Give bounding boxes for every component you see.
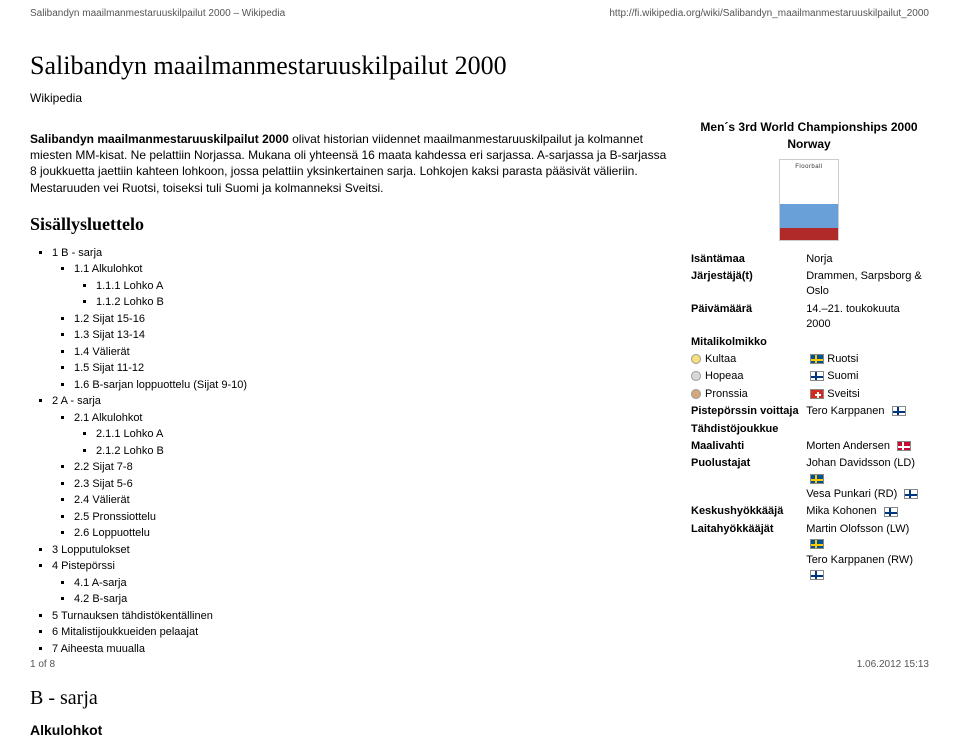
toc-item[interactable]: 2.1 Alkulohkot2.1.1 Lohko A2.1.2 Lohko B [74, 410, 669, 460]
footer-page: 1 of 8 [30, 659, 55, 670]
toc-item[interactable]: 2.3 Sijat 5-6 [74, 476, 669, 493]
def-label: Puolustajat [689, 455, 804, 503]
toc-item[interactable]: 1.6 B-sarjan loppuottelu (Sijat 9-10) [74, 377, 669, 394]
toc-sublist: 4.1 A-sarja4.2 B-sarja [52, 575, 669, 608]
flag-se-icon [810, 474, 824, 484]
toc-item[interactable]: 2.1.1 Lohko A [96, 426, 669, 443]
medals-head: Mitalikolmikko [689, 334, 929, 351]
footer-date: 1.06.2012 15:13 [857, 659, 929, 670]
toc-item[interactable]: 6 Mitalistijoukkueiden pelaajat [52, 624, 669, 641]
toc-item[interactable]: 4.2 B-sarja [74, 591, 669, 608]
date-label: Päivämäärä [689, 301, 804, 334]
toc-item[interactable]: 2.6 Loppuottelu [74, 525, 669, 542]
intro-paragraph: Salibandyn maailmanmestaruuskilpailut 20… [30, 131, 669, 196]
silver-medal-icon [691, 371, 701, 381]
def-value: Johan Davidsson (LD) Vesa Punkari (RD) [804, 455, 929, 503]
bronze-label: Pronssia [689, 386, 804, 403]
gold-value: Ruotsi [804, 351, 929, 368]
toc-item[interactable]: 1.2 Sijat 15-16 [74, 311, 669, 328]
page-title: Salibandyn maailmanmestaruuskilpailut 20… [30, 51, 929, 81]
infobox-image [779, 159, 839, 241]
flag-fi-icon [810, 570, 824, 580]
content-row: Salibandyn maailmanmestaruuskilpailut 20… [30, 119, 929, 657]
wf-label: Laitahyökkääjät [689, 521, 804, 585]
footer-bar: 1 of 8 1.06.2012 15:13 [30, 659, 929, 670]
flag-ch-icon [810, 389, 824, 399]
flag-dk-icon [897, 441, 911, 451]
infobox-title-line1: Men´s 3rd World Championships 2000 [700, 120, 917, 134]
toc-item[interactable]: 2 A - sarja2.1 Alkulohkot2.1.1 Lohko A2.… [52, 393, 669, 542]
toc-item[interactable]: 2.5 Pronssiottelu [74, 509, 669, 526]
infobox-title: Men´s 3rd World Championships 2000 Norwa… [689, 119, 929, 153]
toc-item[interactable]: 3 Lopputulokset [52, 542, 669, 559]
silver-label: Hopeaa [689, 368, 804, 385]
gk-value: Morten Andersen [804, 438, 929, 455]
header-url: http://fi.wikipedia.org/wiki/Salibandyn_… [609, 8, 929, 19]
toc-item[interactable]: 7 Aiheesta muualla [52, 641, 669, 658]
silver-value: Suomi [804, 368, 929, 385]
toc-item[interactable]: 2.4 Välierät [74, 492, 669, 509]
bronze-medal-icon [691, 389, 701, 399]
flag-fi-icon [904, 489, 918, 499]
org-label: Järjestäjä(t) [689, 268, 804, 301]
toc-list: 1 B - sarja1.1 Alkulohkot1.1.1 Lohko A1.… [30, 245, 669, 658]
page-root: Salibandyn maailmanmestaruuskilpailut 20… [0, 0, 959, 676]
gk-label: Maalivahti [689, 438, 804, 455]
toc-sublist: 1.1.1 Lohko A1.1.2 Lohko B [74, 278, 669, 311]
source-label: Wikipedia [30, 91, 929, 105]
infobox-title-line2: Norway [787, 137, 830, 151]
date-value: 14.–21. toukokuuta 2000 [804, 301, 929, 334]
content-left: Salibandyn maailmanmestaruuskilpailut 20… [30, 119, 689, 657]
org-value: Drammen, Sarpsborg & Oslo [804, 268, 929, 301]
infobox-table: Isäntämaa Norja Järjestäjä(t) Drammen, S… [689, 251, 929, 585]
toc-sublist: 2.1 Alkulohkot2.1.1 Lohko A2.1.2 Lohko B… [52, 410, 669, 542]
header-left: Salibandyn maailmanmestaruuskilpailut 20… [30, 8, 285, 19]
gold-medal-icon [691, 354, 701, 364]
toc-item[interactable]: 1.3 Sijat 13-14 [74, 327, 669, 344]
toc-item[interactable]: 2.1.2 Lohko B [96, 443, 669, 460]
intro-bold: Salibandyn maailmanmestaruuskilpailut 20… [30, 132, 289, 146]
subsection-alkulohkot: Alkulohkot [30, 722, 929, 738]
cf-value: Mika Kohonen [804, 503, 929, 520]
scorer-label: Pistepörssin voittaja [689, 403, 804, 420]
host-value: Norja [804, 251, 929, 268]
toc-item[interactable]: 4 Pistepörssi4.1 A-sarja4.2 B-sarja [52, 558, 669, 608]
header-bar: Salibandyn maailmanmestaruuskilpailut 20… [30, 8, 929, 23]
flag-se-icon [810, 539, 824, 549]
scorer-value: Tero Karppanen [804, 403, 929, 420]
toc-item[interactable]: 1.5 Sijat 11-12 [74, 360, 669, 377]
toc-item[interactable]: 2.2 Sijat 7-8 [74, 459, 669, 476]
toc-item[interactable]: 5 Turnauksen tähdistökentällinen [52, 608, 669, 625]
toc-item[interactable]: 1.1.1 Lohko A [96, 278, 669, 295]
flag-fi-icon [884, 507, 898, 517]
toc-sublist: 2.1.1 Lohko A2.1.2 Lohko B [74, 426, 669, 459]
toc-item[interactable]: 4.1 A-sarja [74, 575, 669, 592]
cf-label: Keskushyökkääjä [689, 503, 804, 520]
toc-item[interactable]: 1 B - sarja1.1 Alkulohkot1.1.1 Lohko A1.… [52, 245, 669, 394]
toc-item[interactable]: 1.1 Alkulohkot1.1.1 Lohko A1.1.2 Lohko B [74, 261, 669, 311]
flag-fi-icon [810, 371, 824, 381]
bronze-value: Sveitsi [804, 386, 929, 403]
toc-sublist: 1.1 Alkulohkot1.1.1 Lohko A1.1.2 Lohko B… [52, 261, 669, 393]
toc-item[interactable]: 1.1.2 Lohko B [96, 294, 669, 311]
toc-item[interactable]: 1.4 Välierät [74, 344, 669, 361]
section-b-title: B - sarja [30, 687, 929, 710]
flag-se-icon [810, 354, 824, 364]
host-label: Isäntämaa [689, 251, 804, 268]
infobox: Men´s 3rd World Championships 2000 Norwa… [689, 119, 929, 584]
gold-label: Kultaa [689, 351, 804, 368]
toc-title: Sisällysluettelo [30, 214, 669, 235]
flag-fi-icon [892, 406, 906, 416]
allstar-head: Tähdistöjoukkue [689, 421, 929, 438]
wf-value: Martin Olofsson (LW) Tero Karppanen (RW) [804, 521, 929, 585]
